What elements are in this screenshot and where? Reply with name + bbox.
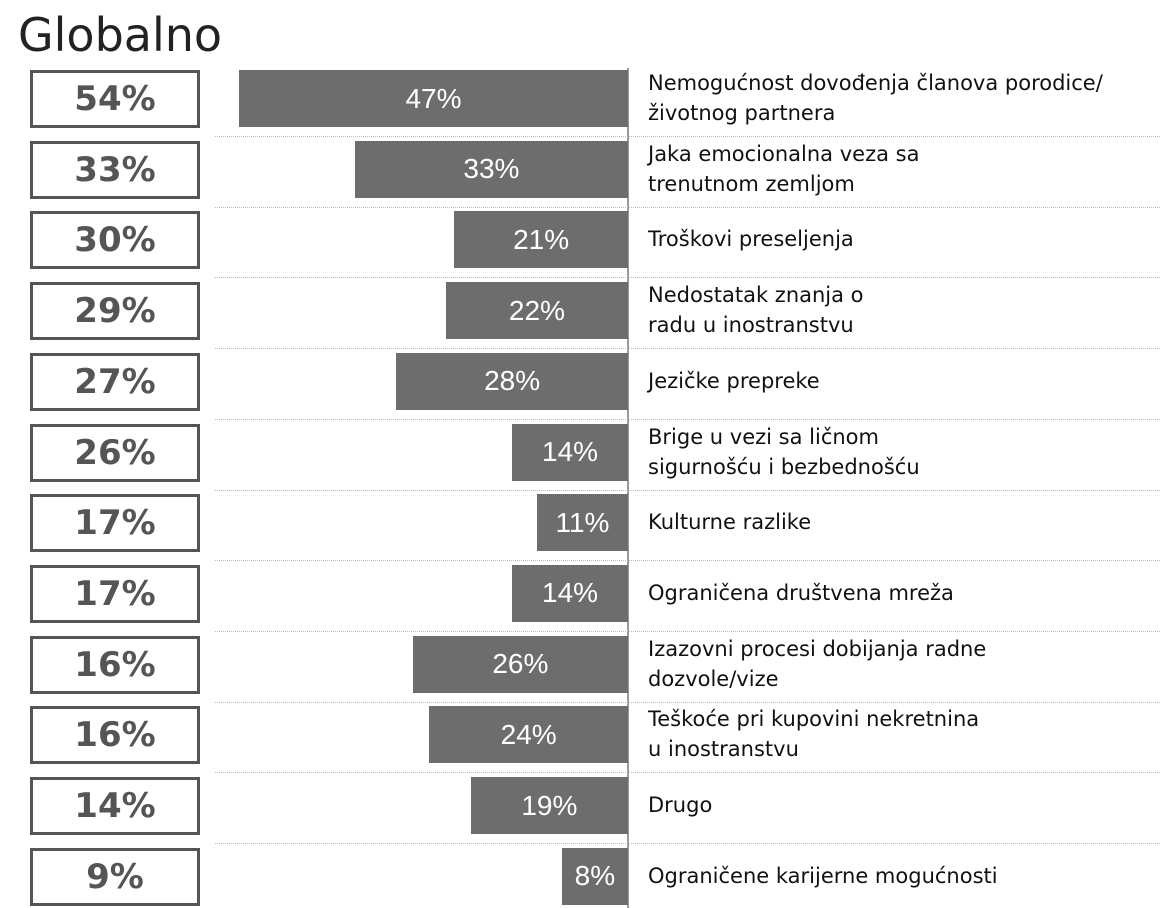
category-label: Ograničena društvena mreža <box>648 580 954 605</box>
row-separator <box>215 701 1160 703</box>
bar-label: 14% <box>542 436 599 467</box>
category-label: Troškovi preseljenja <box>648 227 854 252</box>
value-box: 14% <box>30 777 200 835</box>
axis-line <box>627 68 629 908</box>
row-separator <box>215 348 1160 350</box>
category-label: Izazovni procesi dobijanja radne dozvole… <box>648 636 987 691</box>
category-label: Teškoće pri kupovini nekretnina u inostr… <box>648 707 980 762</box>
bar <box>445 282 628 340</box>
row-separator <box>215 560 1160 562</box>
bar <box>470 777 628 834</box>
bar-label: 21% <box>513 223 570 255</box>
bar-label: 33% <box>463 153 520 185</box>
bar-label: 14% <box>542 577 599 609</box>
bar <box>536 494 628 552</box>
category-label: Jaka emocionalna veza sa trenutnom zemlj… <box>648 141 920 196</box>
row-separator <box>215 136 1160 137</box>
category-label: Jezičke prepreke <box>648 368 820 393</box>
category-label: Nemogućnost dovođenja članova porodice/ … <box>648 71 1103 125</box>
category-label: Kulturne razlike <box>648 510 812 535</box>
bar <box>429 706 628 764</box>
value-box: 29% <box>30 282 200 341</box>
bar-label: 8% <box>574 860 616 892</box>
row-separator <box>215 418 1160 420</box>
row-separator <box>215 277 1160 279</box>
bar <box>239 70 628 127</box>
value-box: 30% <box>30 211 200 270</box>
category-label: Nedostatak znanja o radu u inostranstvu <box>648 283 864 338</box>
bar-label: 24% <box>500 718 557 750</box>
value-box: 9% <box>30 847 200 906</box>
bar-label: 11% <box>555 506 610 538</box>
value-box: 33% <box>30 140 200 199</box>
row-separator <box>215 772 1160 774</box>
bar <box>561 847 628 905</box>
value-box: 16% <box>30 635 200 694</box>
bar <box>354 140 628 198</box>
bar-label: 22% <box>508 294 565 326</box>
row-separator <box>215 843 1160 844</box>
value-box: 17% <box>30 564 200 623</box>
value-box: 54% <box>30 70 200 128</box>
bar <box>396 352 628 410</box>
category-label: Drugo <box>648 793 713 817</box>
bar-label: 19% <box>521 789 578 821</box>
value-box: 16% <box>30 706 200 765</box>
bar-label: 47% <box>405 82 462 114</box>
row-separator <box>215 489 1160 491</box>
bar <box>454 211 628 269</box>
category-label: Brige u vezi sa ličnom sigurnošću i bezb… <box>648 424 920 479</box>
bar <box>512 423 628 481</box>
value-box: 27% <box>30 352 200 411</box>
value-box: 17% <box>30 494 200 553</box>
value-box: 26% <box>30 423 200 482</box>
row-separator <box>215 206 1160 208</box>
chart-title: Globalno <box>18 8 223 62</box>
row-separator <box>215 630 1160 632</box>
bar-label: 28% <box>484 365 541 397</box>
bar <box>512 564 628 622</box>
bar-label: 26% <box>492 648 549 680</box>
bar <box>412 635 628 693</box>
category-label: Ograničene karijerne mogućnosti <box>648 863 998 888</box>
